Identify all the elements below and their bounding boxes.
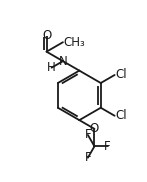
Text: Cl: Cl	[115, 109, 127, 122]
Text: Cl: Cl	[115, 68, 127, 82]
Text: F: F	[104, 140, 111, 153]
Text: O: O	[42, 29, 51, 42]
Text: N: N	[59, 55, 67, 68]
Text: F: F	[85, 128, 91, 141]
Text: F: F	[85, 151, 91, 164]
Text: H: H	[47, 61, 56, 74]
Text: O: O	[90, 122, 99, 135]
Text: CH₃: CH₃	[64, 36, 85, 49]
